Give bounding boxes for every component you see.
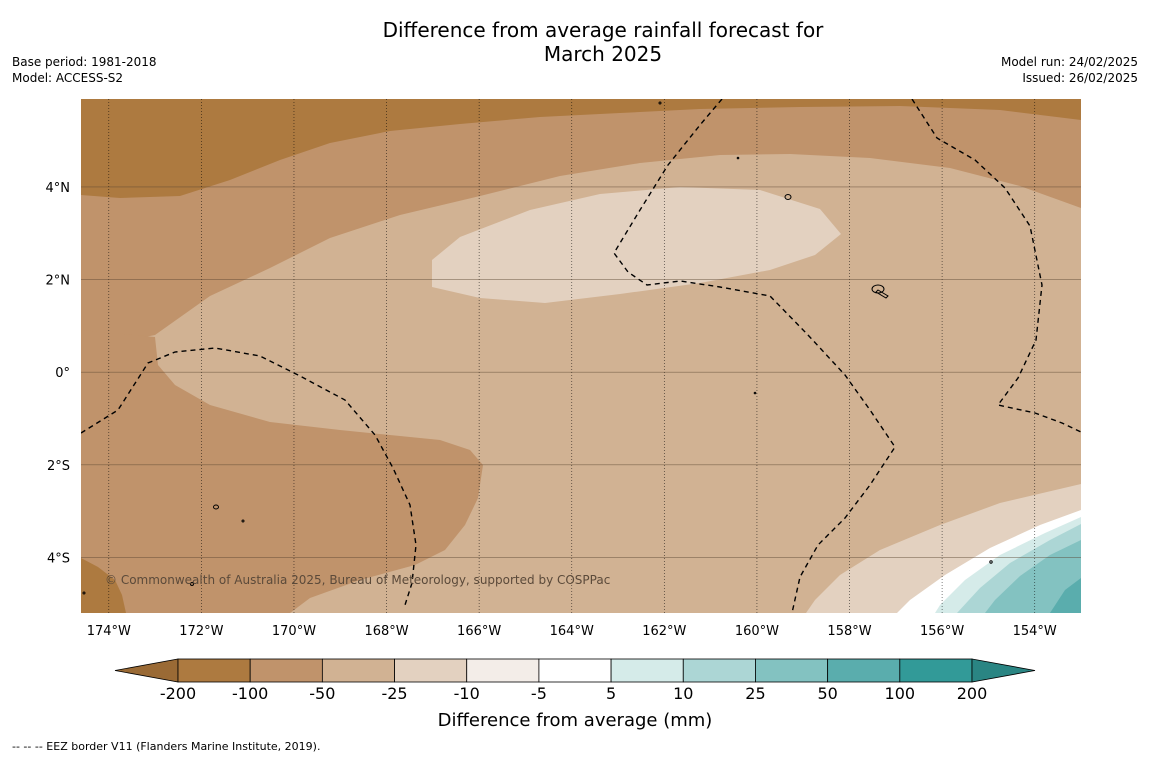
colorbar-tick-label: -10: [454, 684, 480, 703]
colorbar-segment: [827, 658, 901, 683]
longitude-tick-label: 174°W: [87, 624, 131, 639]
longitude-tick-label: 160°W: [735, 624, 779, 639]
eez-footnote: -- -- -- EEZ border V11 (Flanders Marine…: [12, 740, 321, 753]
colorbar-tick-label: 200: [957, 684, 988, 703]
colorbar-segment: [682, 658, 756, 683]
copyright-text: © Commonwealth of Australia 2025, Bureau…: [105, 573, 610, 587]
longitude-tick-label: 164°W: [550, 624, 594, 639]
latitude-tick-label: 0°: [55, 366, 70, 381]
longitude-tick-label: 154°W: [1013, 624, 1057, 639]
colorbar-segment: [755, 658, 829, 683]
issued-date: Issued: 26/02/2025: [1022, 71, 1138, 85]
longitude-tick-label: 162°W: [642, 624, 686, 639]
colorbar-segment: [610, 658, 684, 683]
colorbar-tick-label: -100: [232, 684, 268, 703]
islands: [82, 101, 993, 595]
base-info: Base period: 1981-2018 Model: ACCESS-S2: [12, 54, 157, 86]
model-run: Model run: 24/02/2025: [1000, 55, 1138, 69]
colorbar-tick-label: -50: [309, 684, 335, 703]
latitude-tick-label: 2°S: [47, 459, 70, 474]
island-small-7: [82, 591, 86, 595]
region-50-100-southeast: [1050, 578, 1081, 613]
longitude-tick-label: 168°W: [364, 624, 408, 639]
eez-border-kiribati-line-north: [613, 99, 896, 613]
colorbar-segment: [249, 658, 323, 683]
longitude-tick-label: 170°W: [272, 624, 316, 639]
island-kiritimati-tail: [875, 289, 889, 299]
latitude-tick-label: 4°S: [47, 551, 70, 566]
colorbar-segment: [394, 658, 468, 683]
colorbar-extend-high: [971, 658, 1036, 683]
colorbar-tick-label: 5: [606, 684, 616, 703]
colorbar-tick-label: 25: [745, 684, 765, 703]
latitude-tick-label: 2°N: [46, 274, 71, 289]
colorbar-segment: [466, 658, 540, 683]
base-period: Base period: 1981-2018: [12, 55, 157, 69]
map-plot-area: © Commonwealth of Australia 2025, Bureau…: [81, 99, 1081, 613]
island-kanton: [213, 504, 219, 510]
colorbar: -200 -100 -50 -25 -10 -5 5 10 25 50 100 200: [114, 658, 1036, 703]
longitude-tick-label: 172°W: [179, 624, 223, 639]
title-line-2: March 2025: [543, 42, 663, 66]
region-25-50-southeast: [985, 540, 1081, 613]
colorbar-segment: [177, 658, 251, 683]
region-minus200-minus100-southwest: [81, 558, 126, 613]
eez-borders: [81, 99, 1081, 613]
colorbar-segment: [899, 658, 973, 683]
eez-border-east: [911, 99, 1081, 433]
island-tabuaeran: [784, 194, 792, 200]
colorbar-title: Difference from average (mm): [438, 710, 713, 731]
longitude-labels: 174°W 172°W 170°W 168°W 166°W 164°W 162°W 160°W…: [87, 624, 1057, 639]
island-small-1: [241, 519, 245, 523]
colorbar-segment: [538, 658, 612, 683]
longitude-tick-label: 158°W: [827, 624, 871, 639]
region-minus200-minus100-north: [81, 99, 1081, 198]
colorbar-extend-low: [114, 658, 179, 683]
map-title: Difference from average rainfall forecas…: [0, 18, 1150, 66]
colorbar-tick-label: 10: [673, 684, 693, 703]
run-info: Model run: 24/02/2025 Issued: 26/02/2025: [1001, 54, 1138, 86]
island-small-2: [190, 582, 194, 586]
title-line-1: Difference from average rainfall forecas…: [382, 18, 824, 42]
graticule: [81, 99, 1081, 613]
longitude-tick-label: 156°W: [920, 624, 964, 639]
island-small-3: [989, 560, 993, 564]
colorbar-tick-label: -5: [531, 684, 547, 703]
eez-border-kiribati-phoenix: [81, 347, 417, 606]
region-minus100-minus50-southwest: [81, 330, 483, 613]
colorbar-tick-label: -200: [160, 684, 196, 703]
island-small-4: [753, 391, 757, 395]
colorbar-tick-label: 100: [885, 684, 916, 703]
longitude-tick-label: 166°W: [457, 624, 501, 639]
colorbar-tick-label: 50: [817, 684, 837, 703]
island-small-5: [658, 101, 662, 105]
latitude-labels: 4°N 2°N 0° 2°S 4°S: [46, 181, 71, 566]
model-name: Model: ACCESS-S2: [12, 71, 124, 85]
island-small-6: [736, 156, 740, 160]
region-minus100-minus50-north: [81, 99, 1081, 350]
latitude-tick-label: 4°N: [46, 181, 71, 196]
colorbar-tick-label: -25: [381, 684, 407, 703]
colorbar-segment: [321, 658, 395, 683]
region-minus25-minus10-north: [432, 187, 841, 303]
